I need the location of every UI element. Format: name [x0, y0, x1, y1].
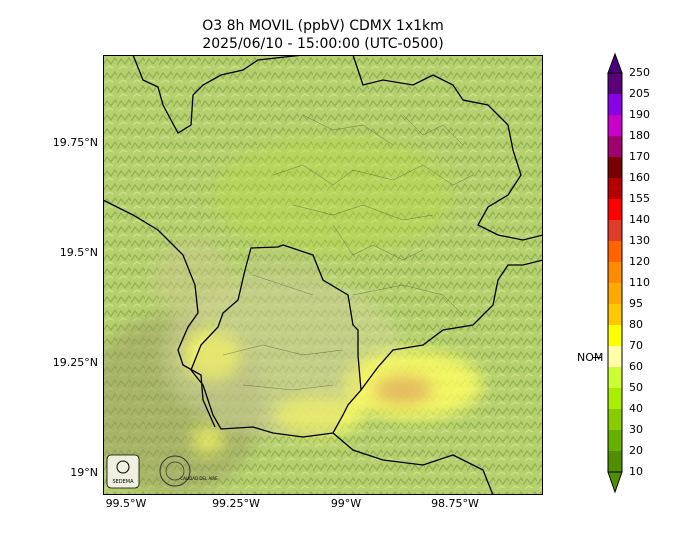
- map-frame: [103, 55, 543, 495]
- map-subtitle-datetime: 2025/06/10 - 15:00:00 (UTC-0500): [202, 36, 444, 52]
- colorbar-segment: [608, 178, 622, 199]
- colorbar-segment: [608, 367, 622, 388]
- state-boundary-west: [103, 199, 216, 428]
- colorbar-segment: [608, 199, 622, 220]
- state-boundary-north: [132, 55, 543, 241]
- colorbar-tick-label: 70: [629, 339, 643, 352]
- colorbar-tick-label: 110: [629, 276, 650, 289]
- colorbar-segment: [608, 325, 622, 346]
- colorbar-tick-label: 130: [629, 234, 650, 247]
- colorbar-segment: [608, 94, 622, 115]
- colorbar-tick-label: 30: [629, 423, 643, 436]
- nom-indicator-tick: [593, 357, 602, 358]
- colorbar-tick-label: 190: [629, 108, 650, 121]
- colorbar-segment: [608, 220, 622, 241]
- colorbar-tick-label: 170: [629, 150, 650, 163]
- cdmx-boundary: [190, 244, 362, 438]
- colorbar-tick-label: 60: [629, 360, 643, 373]
- map-title: O3 8h MOVIL (ppbV) CDMX 1x1km: [202, 18, 444, 34]
- colorbar-segment: [608, 346, 622, 367]
- colorbar-segment: [608, 136, 622, 157]
- lon-tick-label: 99.5°W: [105, 497, 147, 510]
- colorbar-segment: [608, 241, 622, 262]
- svg-text:CALIDAD DEL AIRE: CALIDAD DEL AIRE: [180, 476, 218, 481]
- state-boundary-east: [360, 259, 543, 391]
- lat-tick-label: 19.75°N: [52, 136, 98, 149]
- colorbar-segment: [608, 115, 622, 136]
- colorbar-tick-label: 155: [629, 192, 650, 205]
- colorbar-tick-label: 140: [629, 213, 650, 226]
- colorbar-tick-label: 20: [629, 444, 643, 457]
- colorbar-tick-label: 120: [629, 255, 650, 268]
- colorbar-segment: [608, 409, 622, 430]
- ozone-field: [103, 135, 483, 495]
- colorbar-segment: [608, 283, 622, 304]
- colorbar-segment: [608, 430, 622, 451]
- lat-tick-label: 19°N: [70, 466, 98, 479]
- colorbar: [607, 52, 623, 494]
- calidad-aire-logo: CALIDAD DEL AIRE: [159, 455, 218, 487]
- colorbar-tick-label: 160: [629, 171, 650, 184]
- map-canvas: SEDEMA CALIDAD DEL AIRE: [103, 55, 543, 495]
- lon-tick-label: 98.75°W: [431, 497, 479, 510]
- colorbar-tick-label: 50: [629, 381, 643, 394]
- nom-label: NOM: [577, 351, 604, 364]
- colorbar-segment: [608, 262, 622, 283]
- map-panel: SEDEMA CALIDAD DEL AIRE: [103, 55, 543, 495]
- state-boundary-south: [332, 432, 494, 495]
- sedema-logo: SEDEMA: [106, 454, 140, 489]
- colorbar-segment: [608, 157, 622, 178]
- municipal-boundaries: [222, 114, 474, 391]
- colorbar-tick-label: 10: [629, 465, 643, 478]
- colorbar-segment: [608, 388, 622, 409]
- colorbar-tick-label: 80: [629, 318, 643, 331]
- svg-text:SEDEMA: SEDEMA: [112, 479, 134, 485]
- lat-tick-label: 19.5°N: [59, 246, 98, 259]
- colorbar-tick-label: 95: [629, 297, 643, 310]
- lon-tick-label: 99.25°W: [212, 497, 260, 510]
- colorbar-segment: [608, 73, 622, 94]
- colorbar-tick-label: 40: [629, 402, 643, 415]
- colorbar-top-arrow: [607, 52, 623, 74]
- lon-tick-label: 99°W: [330, 497, 362, 510]
- colorbar-tick-label: 250: [629, 66, 650, 79]
- colorbar-tick-label: 205: [629, 87, 650, 100]
- colorbar-segment: [608, 304, 622, 325]
- colorbar-segment: [608, 451, 622, 472]
- lat-tick-label: 19.25°N: [52, 356, 98, 369]
- colorbar-tick-label: 180: [629, 129, 650, 142]
- colorbar-bottom-arrow: [607, 471, 623, 494]
